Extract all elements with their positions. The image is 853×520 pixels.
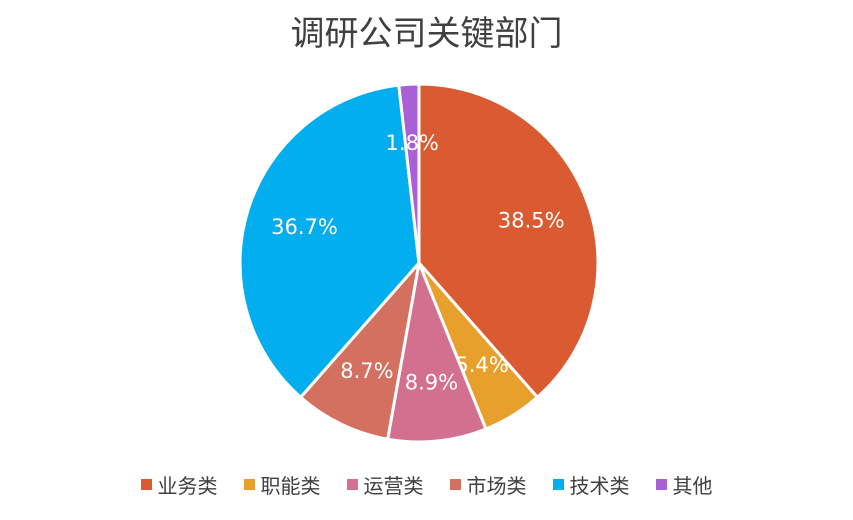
legend-label-0: 业务类: [157, 474, 218, 498]
legend-item-4: 技术类: [552, 470, 630, 499]
legend-swatch-4: [552, 479, 564, 490]
pie-slice-5: [397, 82, 421, 265]
legend-swatch-5: [655, 479, 667, 490]
legend-label-4: 技术类: [569, 474, 630, 498]
legend-label-5: 其他: [672, 474, 713, 498]
legend-swatch-3: [449, 479, 461, 490]
data-label-0: 38.5%: [498, 209, 565, 233]
legend-item-1: 职能类: [243, 470, 321, 499]
pie-slice-0: [417, 82, 600, 399]
data-label-5: 1.8%: [386, 131, 439, 155]
pie-slice-3: [299, 261, 421, 441]
legend-label-2: 运营类: [363, 474, 424, 498]
legend-swatch-0: [140, 479, 152, 490]
data-label-3: 8.7%: [340, 359, 393, 383]
legend-item-0: 业务类: [140, 470, 218, 499]
legend-item-3: 市场类: [449, 470, 527, 499]
legend-label-3: 市场类: [466, 474, 527, 498]
legend-swatch-2: [346, 479, 358, 490]
legend-label-1: 职能类: [260, 474, 321, 498]
legend: 业务类 职能类 运营类 市场类 技术类 其他: [0, 470, 853, 499]
data-label-4: 36.7%: [271, 215, 338, 239]
pie-plot-area: 38.5%5.4%8.9%8.7%36.7%1.8%: [238, 82, 600, 444]
legend-item-5: 其他: [655, 470, 713, 499]
pie-slice-4: [238, 83, 421, 399]
chart-title: 调研公司关键部门: [290, 14, 563, 54]
legend-swatch-1: [243, 479, 255, 490]
legend-item-2: 运营类: [346, 470, 424, 499]
data-label-2: 8.9%: [405, 370, 458, 394]
